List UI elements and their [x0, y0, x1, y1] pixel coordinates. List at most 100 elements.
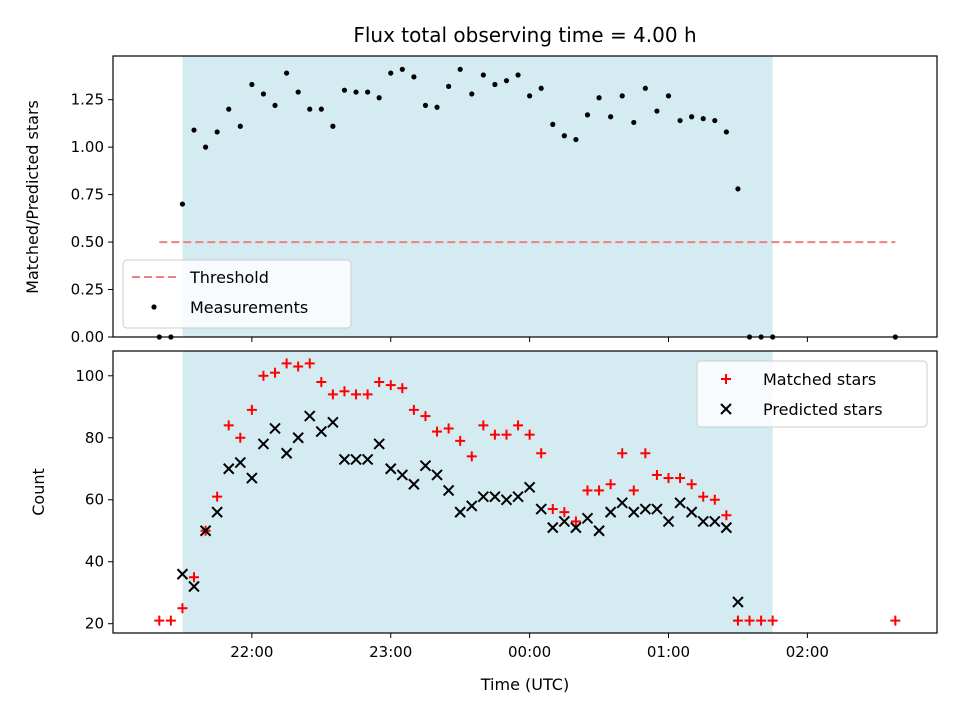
measurement-point [272, 102, 278, 108]
predicted-star-point [547, 521, 559, 534]
measurement-point [365, 89, 371, 95]
matched-star-point [420, 411, 431, 422]
matched-star-point [767, 615, 778, 626]
measurement-point [411, 74, 417, 80]
predicted-star-point [304, 410, 316, 422]
predicted-star-point [176, 568, 189, 580]
bottom-y-tick-label: 100 [75, 367, 104, 385]
measurement-point [573, 136, 579, 143]
matched-star-point [547, 504, 558, 515]
predicted-star-point [570, 521, 582, 534]
predicted-star-point [662, 515, 675, 528]
matched-star-point [732, 615, 743, 626]
measurement-point [376, 95, 382, 101]
predicted-star-point [315, 425, 328, 438]
matched-star-point [489, 429, 500, 440]
matched-star-point [466, 451, 477, 462]
measurement-point [608, 114, 614, 120]
predicted-star-point [674, 497, 686, 509]
bottom-axes-frame [112, 350, 938, 634]
measurement-point [527, 93, 533, 99]
matched-star-point [524, 429, 535, 440]
top-y-tick-label: 0.50 [71, 233, 104, 251]
matched-star-point [408, 404, 419, 415]
predicted-star-point [628, 506, 640, 518]
legend-measurements-label: Measurements [190, 298, 308, 317]
matched-star-point [628, 485, 639, 496]
matched-star-point [397, 383, 408, 394]
predicted-star-point [500, 494, 513, 506]
legend-threshold-label: Threshold [189, 268, 269, 287]
matched-star-point [559, 507, 570, 518]
bottom-y-tick-label: 40 [85, 553, 104, 571]
predicted-star-point [246, 472, 258, 484]
predicted-star-point [385, 463, 397, 475]
measurement-point [642, 85, 648, 91]
predicted-star-point [211, 506, 223, 518]
predicted-star-point [466, 500, 478, 512]
predicted-star-point [408, 478, 420, 490]
predicted-star-point [697, 515, 709, 528]
legend-matched-label: Matched stars [763, 370, 876, 389]
predicted-star-point [581, 512, 594, 525]
matched-star-point [594, 485, 605, 496]
bottom-y-tick-label: 20 [85, 615, 104, 633]
matched-star-point [536, 448, 547, 459]
matched-star-point [605, 479, 616, 490]
top-y-tick-label: 0.25 [71, 281, 104, 299]
measurement-point [631, 119, 637, 126]
predicted-star-point [269, 422, 281, 435]
matched-star-point [617, 448, 628, 459]
matched-star-point [890, 615, 901, 626]
predicted-star-point [720, 521, 733, 534]
matched-star-point [385, 380, 396, 391]
predicted-star-point [593, 525, 605, 537]
measurement-point [665, 93, 672, 99]
legend-matched-swatch [721, 374, 731, 384]
top-y-tick-label: 1.25 [71, 91, 104, 109]
top-y-tick-label: 0.75 [71, 186, 104, 204]
matched-star-point [374, 376, 385, 387]
top-legend: Threshold Measurements [122, 259, 352, 329]
predicted-star-point [558, 515, 571, 528]
predicted-star-point [535, 503, 547, 515]
predicted-star-point [512, 490, 524, 503]
measurement-point [237, 123, 243, 129]
matched-star-point [258, 370, 269, 381]
measurement-point [723, 129, 729, 135]
measurement-point [179, 201, 186, 207]
measurement-point [307, 106, 313, 112]
measurement-point [677, 117, 683, 124]
matched-star-point [501, 429, 512, 440]
measurement-point [503, 78, 510, 84]
matched-star-point [154, 615, 165, 626]
matched-star-point [478, 420, 489, 431]
matched-star-point [709, 494, 720, 505]
matched-star-point [270, 367, 281, 378]
matched-star-point [721, 510, 732, 521]
matched-star-point [756, 615, 767, 626]
predicted-star-point [639, 503, 652, 515]
matched-star-point [744, 615, 755, 626]
matched-star-point [640, 448, 651, 459]
predicted-star-point [489, 490, 501, 503]
x-tick-label: 02:00 [786, 643, 829, 661]
matched-star-point [686, 479, 697, 490]
predicted-star-point [257, 438, 270, 450]
measurement-point [712, 117, 718, 124]
bottom-y-tick-label: 80 [85, 429, 104, 447]
measurement-point [550, 121, 556, 127]
measurement-point [480, 72, 486, 78]
bottom-y-axis-label: Count [29, 468, 48, 516]
measurement-point [202, 144, 209, 150]
matched-star-point [281, 358, 292, 369]
matched-star-point [339, 386, 350, 397]
matched-star-point [698, 491, 709, 502]
measurement-point [341, 87, 348, 93]
x-tick-label: 01:00 [647, 643, 690, 661]
predicted-star-point [431, 469, 443, 481]
measurement-point [191, 127, 197, 133]
measurement-point [469, 91, 475, 97]
legend-measurements-swatch [151, 304, 157, 310]
predicted-star-point [523, 481, 536, 494]
